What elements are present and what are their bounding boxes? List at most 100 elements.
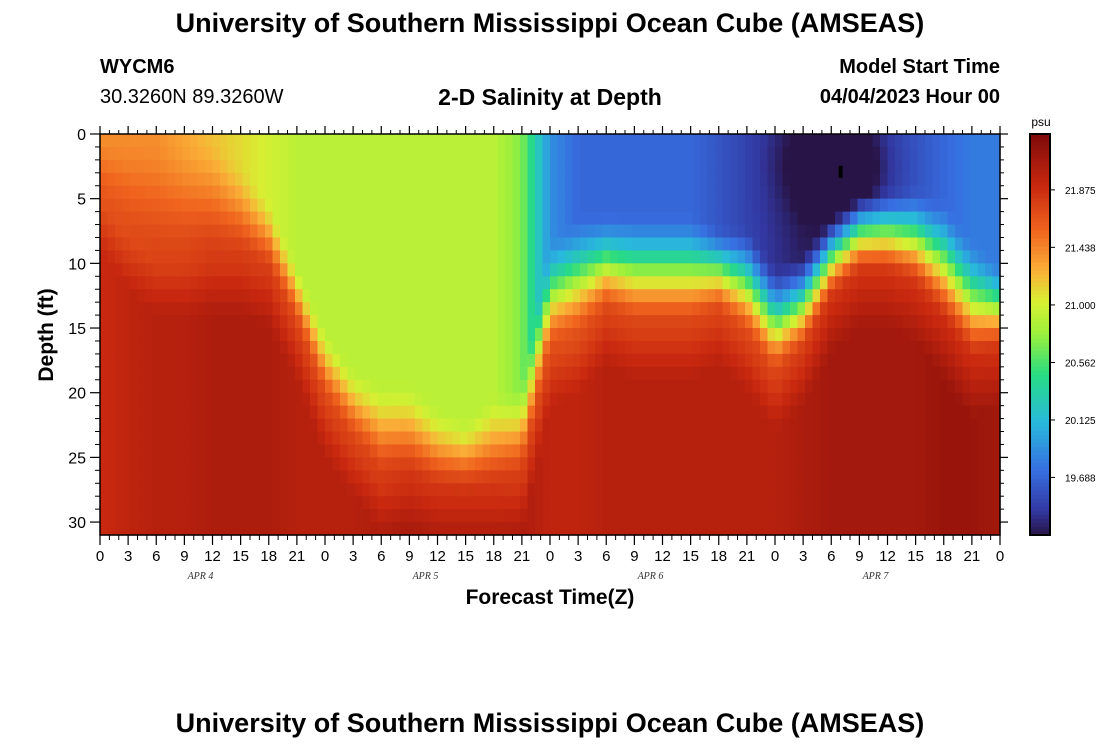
heatmap-cell	[992, 172, 1001, 187]
heatmap-cell	[640, 328, 649, 342]
heatmap-cell	[527, 379, 536, 394]
heatmap-cell	[632, 496, 641, 510]
heatmap-cell	[767, 134, 776, 148]
heatmap-cell	[662, 379, 671, 394]
heatmap-cell	[572, 185, 581, 200]
heatmap-cell	[692, 496, 701, 510]
heatmap-cell	[370, 302, 379, 316]
heatmap-cell	[737, 431, 746, 446]
heatmap-cell	[970, 159, 979, 174]
heatmap-cell	[392, 172, 401, 187]
heatmap-cell	[887, 457, 896, 471]
heatmap-cell	[430, 302, 439, 316]
heatmap-cell	[212, 418, 221, 433]
heatmap-cell	[482, 328, 491, 342]
heatmap-cell	[677, 366, 686, 381]
heatmap-cell	[655, 198, 664, 213]
heatmap-cell	[617, 302, 626, 316]
heatmap-cell	[692, 159, 701, 174]
heatmap-cell	[812, 134, 821, 148]
x-tick-label: 3	[349, 548, 357, 565]
heatmap-cell	[130, 353, 139, 368]
heatmap-cell	[565, 302, 574, 316]
heatmap-cell	[767, 263, 776, 277]
heatmap-cell	[130, 392, 139, 407]
heatmap-cell	[730, 172, 739, 187]
heatmap-cell	[970, 237, 979, 252]
heatmap-cell	[385, 340, 394, 355]
heatmap-cell	[332, 263, 341, 277]
colorbar-segment	[1030, 346, 1050, 352]
heatmap-cell	[977, 250, 986, 264]
heatmap-cell	[565, 418, 574, 433]
heatmap-cell	[640, 315, 649, 329]
heatmap-cell	[872, 379, 881, 394]
heatmap-cell	[655, 379, 664, 394]
heatmap-cell	[355, 405, 364, 420]
heatmap-cell	[310, 392, 319, 407]
heatmap-cell	[625, 483, 634, 497]
colorbar-frame	[1029, 133, 1051, 536]
colorbar-segment	[1030, 270, 1050, 275]
heatmap-cell	[850, 159, 859, 174]
heatmap-cell	[985, 224, 994, 239]
heatmap-cell	[377, 340, 386, 355]
heatmap-cell	[872, 146, 881, 161]
heatmap-cell	[370, 263, 379, 277]
heatmap-cell	[857, 224, 866, 239]
heatmap-cell	[925, 340, 934, 355]
heatmap-cell	[910, 457, 919, 471]
heatmap-cell	[602, 470, 611, 484]
heatmap-cell	[505, 509, 514, 523]
heatmap-cell	[542, 289, 551, 303]
heatmap-cell	[452, 146, 461, 161]
heatmap-cell	[557, 522, 566, 536]
heatmap-cell	[895, 302, 904, 316]
heatmap-cell	[302, 146, 311, 161]
heatmap-cell	[295, 509, 304, 523]
heatmap-cell	[347, 328, 356, 342]
heatmap-cell	[317, 250, 326, 264]
heatmap-cell	[857, 134, 866, 148]
heatmap-cell	[955, 328, 964, 342]
colorbar-segment	[1030, 222, 1050, 227]
heatmap-cell	[212, 250, 221, 264]
heatmap-cell	[790, 509, 799, 523]
heatmap-cell	[122, 379, 131, 394]
heatmap-cell	[460, 237, 469, 252]
heatmap-cell	[280, 509, 289, 523]
heatmap-cell	[400, 509, 409, 523]
heatmap-cell	[407, 159, 416, 174]
heatmap-cell	[925, 431, 934, 446]
heatmap-cell	[280, 457, 289, 471]
heatmap-cell	[527, 302, 536, 316]
heatmap-cell	[752, 146, 761, 161]
heatmap-cell	[805, 172, 814, 187]
heatmap-cell	[205, 263, 214, 277]
heatmap-cell	[685, 315, 694, 329]
heatmap-cell	[220, 237, 229, 252]
heatmap-cell	[475, 483, 484, 497]
heatmap-cell	[265, 444, 274, 458]
heatmap-cell	[782, 457, 791, 471]
heatmap-cell	[392, 392, 401, 407]
heatmap-cell	[325, 496, 334, 510]
heatmap-cell	[872, 431, 881, 446]
heatmap-cell	[340, 328, 349, 342]
heatmap-cell	[355, 366, 364, 381]
heatmap-cell	[100, 237, 109, 252]
heatmap-cell	[962, 276, 971, 290]
heatmap-cell	[115, 134, 124, 148]
colorbar-segment	[1030, 438, 1050, 444]
heatmap-cell	[212, 444, 221, 458]
heatmap-cell	[805, 444, 814, 458]
heatmap-cell	[595, 457, 604, 471]
heatmap-cell	[835, 444, 844, 458]
heatmap-cell	[745, 483, 754, 497]
heatmap-cell	[670, 224, 679, 239]
heatmap-cell	[160, 340, 169, 355]
heatmap-cell	[385, 159, 394, 174]
heatmap-cell	[707, 522, 716, 536]
heatmap-cell	[490, 379, 499, 394]
heatmap-cell	[617, 276, 626, 290]
